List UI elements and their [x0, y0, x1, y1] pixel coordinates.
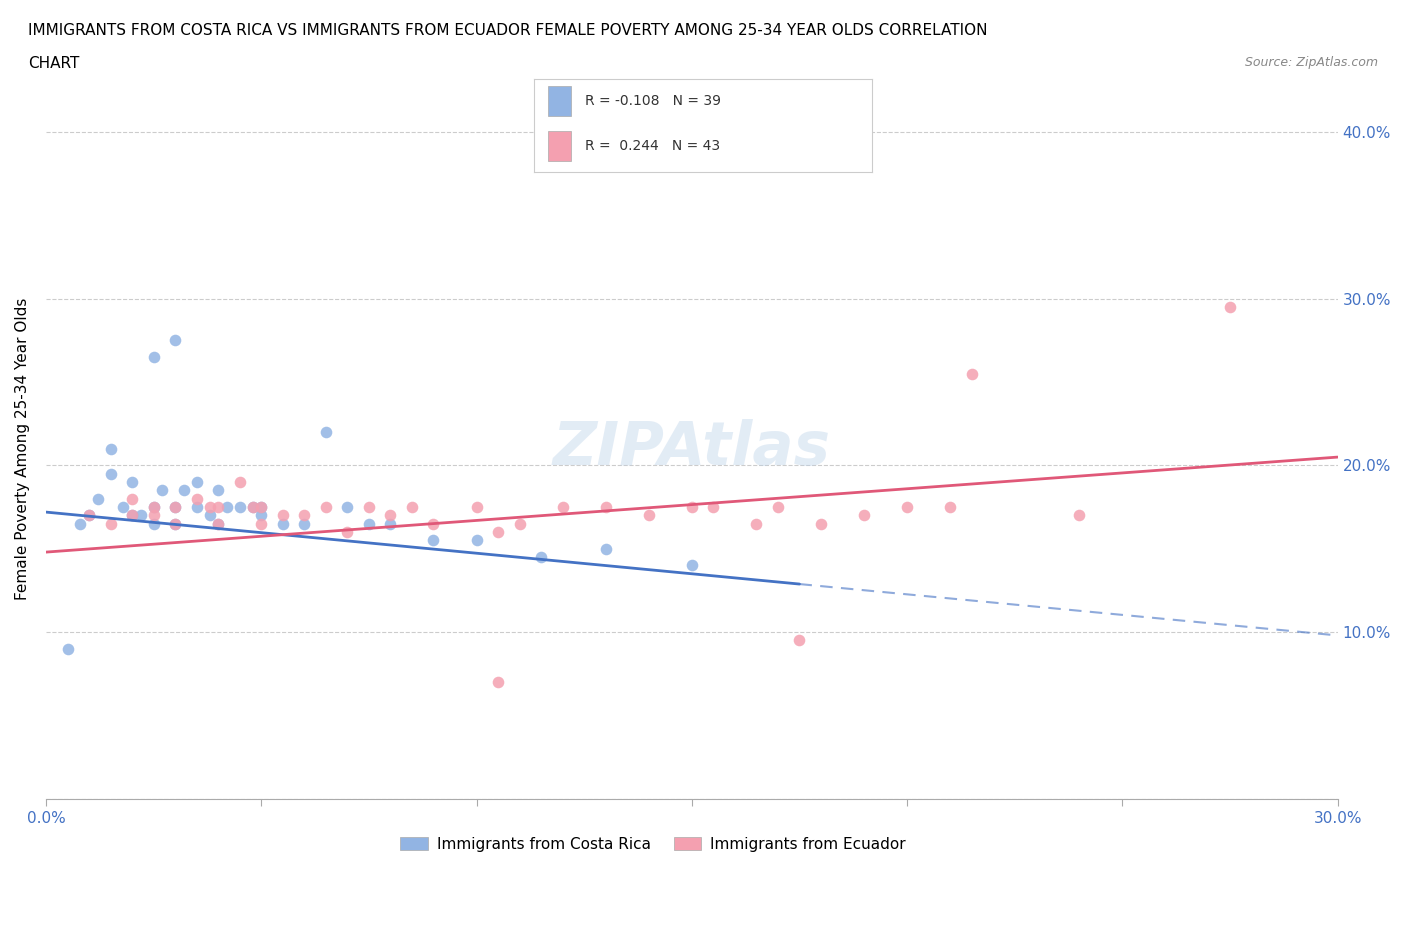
Point	[637, 508, 659, 523]
Point	[198, 499, 221, 514]
Text: R =  0.244   N = 43: R = 0.244 N = 43	[585, 139, 720, 153]
Point	[112, 499, 135, 514]
Point	[896, 499, 918, 514]
Point	[509, 516, 531, 531]
Point	[766, 499, 789, 514]
Point	[465, 499, 488, 514]
Legend: Immigrants from Costa Rica, Immigrants from Ecuador: Immigrants from Costa Rica, Immigrants f…	[394, 830, 912, 857]
Point	[121, 474, 143, 489]
Point	[745, 516, 768, 531]
Point	[165, 499, 187, 514]
Point	[336, 499, 359, 514]
Point	[401, 499, 423, 514]
Point	[77, 508, 100, 523]
Point	[486, 674, 509, 689]
Point	[357, 516, 380, 531]
Point	[165, 333, 187, 348]
Point	[207, 516, 229, 531]
Point	[100, 442, 122, 457]
Point	[465, 533, 488, 548]
Point	[198, 508, 221, 523]
Point	[486, 525, 509, 539]
Point	[250, 516, 273, 531]
Point	[100, 466, 122, 481]
Point	[129, 508, 152, 523]
Point	[69, 516, 91, 531]
Text: ZIPAtlas: ZIPAtlas	[553, 419, 831, 478]
Text: Source: ZipAtlas.com: Source: ZipAtlas.com	[1244, 56, 1378, 69]
Point	[250, 499, 273, 514]
Text: CHART: CHART	[28, 56, 80, 71]
Point	[186, 491, 208, 506]
Point	[165, 516, 187, 531]
Point	[810, 516, 832, 531]
Point	[1069, 508, 1091, 523]
Point	[380, 516, 402, 531]
Point	[242, 499, 264, 514]
Point	[789, 633, 811, 648]
Point	[292, 508, 315, 523]
Point	[250, 508, 273, 523]
Point	[142, 499, 165, 514]
Point	[228, 474, 250, 489]
Point	[960, 366, 983, 381]
Point	[142, 499, 165, 514]
Point	[142, 516, 165, 531]
Point	[186, 474, 208, 489]
Point	[315, 425, 337, 440]
Point	[56, 642, 79, 657]
Point	[681, 499, 703, 514]
Point	[150, 483, 173, 498]
Point	[228, 499, 250, 514]
Point	[853, 508, 876, 523]
Point	[681, 558, 703, 573]
Point	[380, 508, 402, 523]
Point	[173, 483, 195, 498]
Point	[207, 516, 229, 531]
Point	[422, 516, 444, 531]
Y-axis label: Female Poverty Among 25-34 Year Olds: Female Poverty Among 25-34 Year Olds	[15, 298, 30, 600]
Point	[121, 508, 143, 523]
Point	[77, 508, 100, 523]
Point	[121, 508, 143, 523]
Bar	[548, 131, 571, 161]
Point	[186, 499, 208, 514]
Point	[142, 508, 165, 523]
Point	[1219, 299, 1241, 314]
Point	[86, 491, 108, 506]
Point	[357, 499, 380, 514]
Text: IMMIGRANTS FROM COSTA RICA VS IMMIGRANTS FROM ECUADOR FEMALE POVERTY AMONG 25-34: IMMIGRANTS FROM COSTA RICA VS IMMIGRANTS…	[28, 23, 987, 38]
Point	[100, 516, 122, 531]
Point	[207, 499, 229, 514]
Point	[939, 499, 962, 514]
Point	[422, 533, 444, 548]
Point	[207, 483, 229, 498]
Point	[702, 499, 724, 514]
Point	[292, 516, 315, 531]
Point	[315, 499, 337, 514]
Point	[595, 499, 617, 514]
Point	[271, 508, 294, 523]
Point	[250, 499, 273, 514]
Point	[336, 525, 359, 539]
Point	[242, 499, 264, 514]
Point	[142, 350, 165, 365]
Point	[121, 491, 143, 506]
Point	[271, 516, 294, 531]
Point	[595, 541, 617, 556]
Point	[165, 516, 187, 531]
Point	[215, 499, 238, 514]
Text: R = -0.108   N = 39: R = -0.108 N = 39	[585, 94, 721, 109]
Point	[165, 499, 187, 514]
Point	[530, 550, 553, 565]
Bar	[548, 86, 571, 116]
Point	[551, 499, 574, 514]
